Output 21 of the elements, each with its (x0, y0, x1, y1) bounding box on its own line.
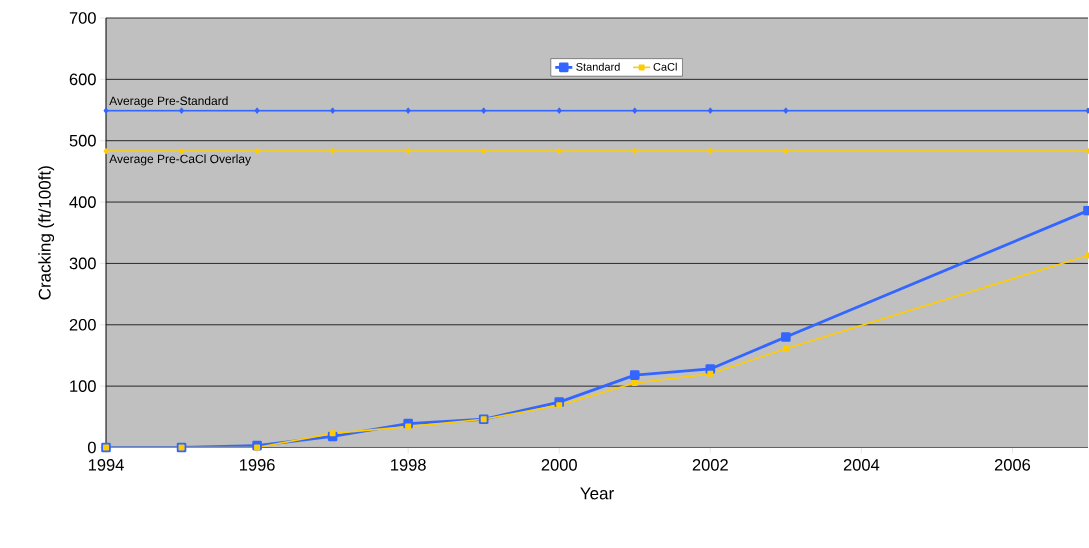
x-tick-label: 1994 (88, 459, 124, 471)
y-tick-label: 600 (69, 73, 96, 86)
y-tick-label: 300 (69, 257, 96, 270)
y-tick-label: 100 (70, 380, 96, 392)
series-label: Average Pre-Standard (109, 96, 228, 108)
y-tick-label: 400 (69, 196, 96, 208)
x-tick-label: 2002 (692, 459, 728, 471)
y-axis-title: Cracking (ft/100ft) (38, 166, 55, 300)
legend-label: CaCl (653, 62, 677, 71)
x-tick-label: 2000 (541, 459, 577, 471)
x-tick-label: 2006 (994, 459, 1031, 471)
y-tick-label: 700 (69, 12, 96, 24)
y-tick-label: 0 (87, 441, 96, 454)
x-tick-label: 1998 (391, 459, 426, 471)
x-tick-label: 2004 (843, 459, 880, 471)
y-tick-label: 500 (69, 134, 96, 147)
x-axis-title: Year (580, 487, 614, 500)
series-label: Average Pre-CaCl Overlay (109, 154, 251, 166)
y-tick-label: 200 (69, 318, 96, 331)
x-tick-label: 1996 (239, 459, 275, 471)
legend-label: Standard (576, 62, 620, 71)
